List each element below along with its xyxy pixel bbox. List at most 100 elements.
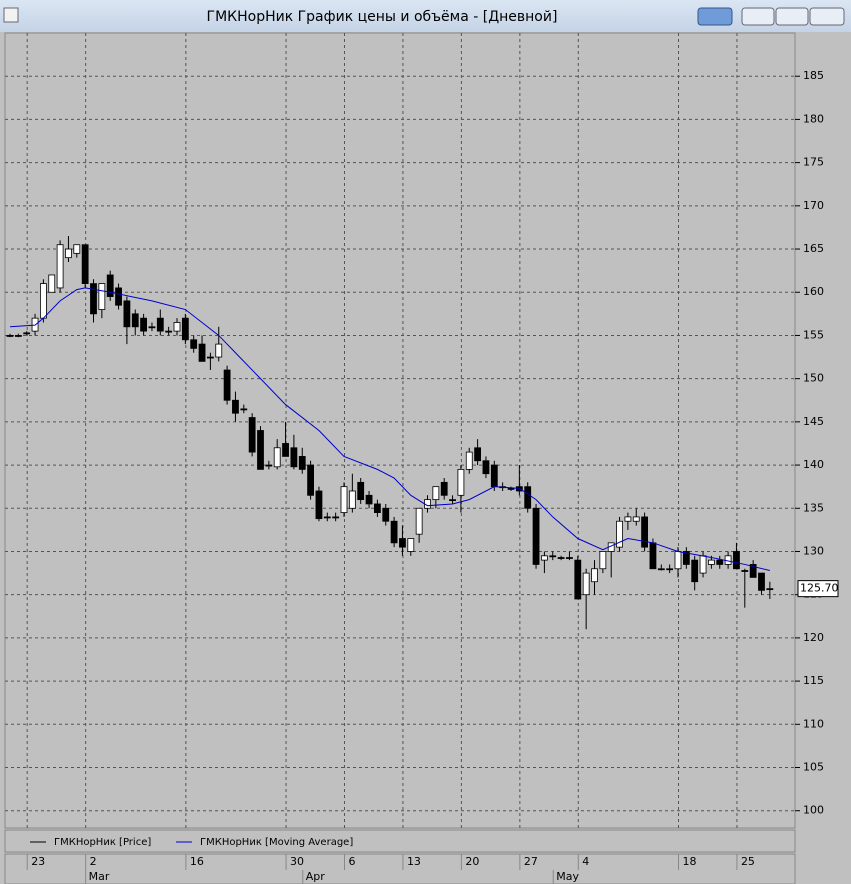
y-tick-label: 150 [803, 372, 824, 385]
x-tick-label: 13 [407, 855, 421, 868]
candle-body [649, 542, 657, 570]
x-tick-label: 20 [465, 855, 479, 868]
candle-body [98, 283, 106, 310]
candle-body [14, 335, 22, 337]
candle-body [298, 456, 306, 470]
candle-body [365, 494, 373, 505]
candle-body [415, 507, 423, 535]
candle-body [373, 503, 381, 513]
candle-body [541, 555, 548, 561]
candle-body [440, 481, 448, 496]
candle-body [215, 343, 223, 358]
candle-body [557, 557, 565, 559]
x-tick-label: 27 [524, 855, 538, 868]
candle-body [290, 447, 298, 468]
x-tick-label: 30 [290, 855, 304, 868]
candle-body [181, 317, 189, 341]
candle-body [432, 486, 440, 501]
candle-body [106, 274, 114, 297]
candle-body [23, 332, 31, 335]
candle-body [616, 520, 623, 548]
y-tick-label: 155 [803, 328, 824, 341]
candle-body [73, 244, 81, 254]
candle-body [265, 464, 273, 467]
candle-body [248, 417, 256, 453]
candle-body [131, 313, 139, 328]
candle-body [273, 447, 281, 468]
candle-body [465, 451, 473, 470]
candle-body [407, 538, 415, 552]
y-tick-label: 100 [803, 804, 824, 817]
candle-body [123, 300, 131, 328]
y-tick-label: 180 [803, 112, 824, 125]
candle-body [532, 507, 540, 565]
y-tick-label: 160 [803, 285, 824, 298]
last-price-label: 125.70 [800, 582, 839, 595]
candle-body [90, 283, 97, 315]
candle-body [156, 317, 164, 332]
candle-body [716, 559, 724, 565]
x-tick-label: 6 [349, 855, 356, 868]
candle-body [173, 322, 181, 332]
candle-body [81, 244, 89, 284]
candle-body [115, 287, 122, 306]
candle-body [198, 343, 206, 362]
x-tick-label: 4 [582, 855, 589, 868]
pin-button[interactable] [697, 7, 733, 26]
candle-body [666, 568, 674, 571]
candle-body [474, 447, 482, 462]
window-icon[interactable] [3, 7, 19, 23]
candle-body [340, 486, 348, 513]
candle-body [6, 335, 14, 337]
candle-body [624, 516, 632, 522]
candle-body [206, 356, 214, 359]
candle-body [490, 464, 498, 488]
minimize-button[interactable] [741, 7, 775, 26]
close-button[interactable] [809, 7, 845, 26]
legend-label: ГМКНорНик [Price] [54, 837, 151, 848]
candle-body [599, 551, 607, 570]
x-tick-label: 23 [31, 855, 45, 868]
legend-box [4, 829, 796, 853]
candle-body [657, 568, 665, 571]
candle-body [223, 369, 231, 401]
month-label: Mar [89, 870, 110, 883]
y-tick-label: 115 [803, 674, 824, 687]
candle-body [699, 555, 707, 574]
y-tick-label: 120 [803, 631, 824, 644]
y-tick-label: 135 [803, 501, 824, 514]
candle-body [741, 570, 749, 572]
last-price-box [797, 580, 839, 598]
candle-body [733, 551, 740, 570]
candle-body [641, 516, 648, 548]
y-tick-label: 140 [803, 458, 824, 471]
candle-body [315, 490, 323, 520]
candle-body [582, 572, 590, 596]
y-tick-label: 110 [803, 717, 824, 730]
legend-label: ГМКНорНик [Moving Average] [200, 837, 353, 848]
candle-body [549, 555, 557, 558]
candle-body [48, 274, 56, 293]
candle-body [56, 244, 64, 289]
candle-body [232, 399, 239, 414]
candle-body [749, 564, 757, 578]
candle-body [449, 499, 456, 502]
x-tick-label: 18 [683, 855, 697, 868]
plot-area [4, 32, 796, 829]
y-tick-label: 175 [803, 156, 824, 169]
x-axis-box [4, 853, 796, 884]
candle-body [165, 330, 173, 333]
x-tick-label: 25 [741, 855, 755, 868]
candle-body [323, 516, 331, 519]
y-tick-label: 165 [803, 242, 824, 255]
candle-body [40, 283, 47, 319]
x-tick-label: 2 [90, 855, 97, 868]
maximize-button[interactable] [775, 7, 809, 26]
candle-body [507, 487, 515, 490]
candle-body [240, 408, 248, 411]
candle-body [148, 326, 156, 329]
candle-body [482, 460, 490, 475]
candle-body [457, 468, 465, 496]
moving-average-line [9, 287, 770, 571]
